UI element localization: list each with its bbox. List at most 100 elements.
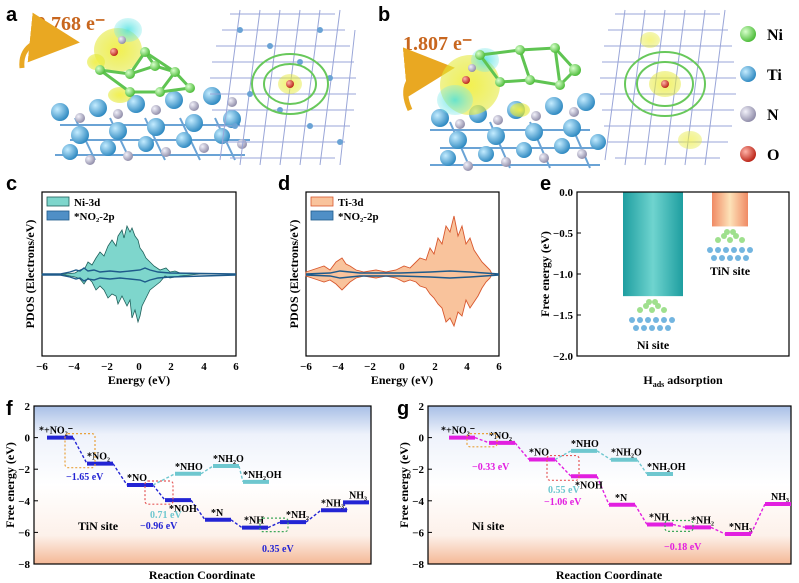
side-connector [200,465,214,475]
energy-annotation: 0.71 eV [150,510,182,521]
species-label: *NO₂ [489,431,512,442]
y-tick-label: −1.0 [553,269,574,281]
pathway-connector [554,459,572,477]
tick-label: 4 [464,361,470,373]
legend-n-ball [740,106,756,122]
top-view-a [210,9,356,166]
pathway-connector [190,499,206,521]
atom-legend: Ni Ti N O [740,26,784,164]
y-axis-title-f: Free energy (eV) [3,442,17,528]
legend-d: Ti-3d *NO₂-2p [310,196,379,223]
panel-label-f: f [6,398,13,420]
species-label: *NHO [571,439,599,450]
energy-annotation: −0.18 eV [664,542,702,553]
legend-ni-ball [740,26,756,42]
x-axis-title-f: Reaction Coordinate [149,568,256,582]
y-tick-label: −1.5 [553,310,574,322]
energy-annotation: 0.35 eV [262,544,294,555]
tick-label: −2 [101,361,113,373]
species-label: *NO₂ [87,452,110,463]
tick-label: 6 [233,361,239,373]
y-axis-title-c: PDOS (Electrons/eV) [23,220,37,329]
species-label: *NH₃ [729,522,752,533]
legend-c: Ni-3d *NO₂-2p [46,196,115,223]
tin-site-inset [707,229,753,261]
energy-annotation: −0.33 eV [472,462,510,473]
x-ticks-d: −6 −4 −2 0 2 4 6 [300,361,502,373]
tick-label: −6 [36,361,48,373]
panel-label-d: d [278,173,290,195]
species-label: *NH₂OH [243,470,282,481]
species-label: *N [615,493,628,504]
bar-label-ni-site: Ni site [637,338,670,352]
ni-cluster-b [437,43,581,117]
tick-label: −4 [68,361,80,373]
panel-label-b: b [378,4,390,26]
panel-g: g 2 0 −2 −4 −6 −8 *NHO *NH₂O *NH₂OH *+NO₂⁻ *NO₂ *NO… [397,398,792,582]
energy-annotation: −1.06 eV [544,497,582,508]
charge-arrow-icon [402,47,455,112]
panel-e: e 0.0 −0.5 −1.0 −1.5 −2.0 Ni site TiN site H… [538,173,790,389]
tick-label: 2 [168,361,174,373]
panel-d: d Ti-3d *NO₂-2p −6 −4 −2 0 2 4 6 Energy … [278,173,502,387]
bar-label-tin-site: TiN site [710,264,751,278]
tick-label: −4 [332,361,344,373]
tick-label: 2 [432,361,438,373]
ni-3d-pdos-area [41,224,236,324]
rate-step-box [664,519,694,532]
pathway-connector [305,509,322,523]
pathway-connector [112,463,128,486]
species-label: *NOH [169,504,197,515]
no2-2p-pdos-d [305,270,500,275]
energy-diagram-f: 2 0 −2 −4 −6 −8 *NHO *NH₂O *NH₂OH *+NO₂⁻ *NO₂ *NO *N… [18,401,369,571]
y-tick-label: −6 [18,527,30,539]
y-tick-label: 2 [419,401,425,413]
species-label: *NH₂ [691,515,714,526]
plot-frame-g [427,405,792,565]
ti-3d-pdos-area [305,215,499,328]
y-tick-label: −2 [18,464,30,476]
species-label: *NH₂ [286,510,309,521]
tick-label: −6 [300,361,312,373]
legend-o-ball [740,146,756,162]
legend-no2-d: *NO₂-2p [338,211,379,223]
legend-swatch-ni3d [46,196,70,207]
y-tick-label: −4 [18,496,30,508]
y-tick-label: −8 [18,559,30,571]
pathway-connector [634,504,648,525]
species-label: *NH₃ [321,498,344,509]
rate-step-box [259,517,289,533]
substrate-slab-a [51,87,250,165]
energy-annotation: 0.55 eV [548,485,580,496]
species-label: *NH [244,516,264,527]
tick-label: 4 [201,361,207,373]
side-connector [636,459,648,475]
energy-background-f [34,406,371,564]
pathway-connector [230,519,243,529]
pathway-connector [672,523,686,529]
x-axis-title-c: Energy (eV) [108,373,170,387]
legend-swatch-no2 [310,210,334,221]
charge-arrow-icon [19,12,80,69]
species-label: NH₃ [349,490,367,501]
plot-frame-f [33,405,372,565]
legend-ni-label: Ni [767,27,784,44]
y-tick-label: −8 [412,559,424,571]
bar-ni-site [623,192,683,297]
pathway-connector [596,476,610,506]
site-title-g: Ni site [472,519,505,533]
plot-frame-e [576,191,790,357]
pathway-connector [750,503,766,535]
panel-label-g: g [397,398,409,420]
panel-label-e: e [540,173,551,195]
legend-ti-label: Ti [767,67,782,84]
species-label: *+NO₂⁻ [39,426,73,437]
species-label: *NO [127,473,147,484]
species-label: *NH [649,513,669,524]
charge-transfer-a: 0.768 e⁻ [36,13,105,35]
rate-step-box [64,433,96,469]
x-axis-title-e: Hads adsorption [643,373,723,389]
panel-label-c: c [6,173,17,195]
tick-label: 0 [399,361,405,373]
panel-a: a 0.768 e⁻ [6,4,356,166]
